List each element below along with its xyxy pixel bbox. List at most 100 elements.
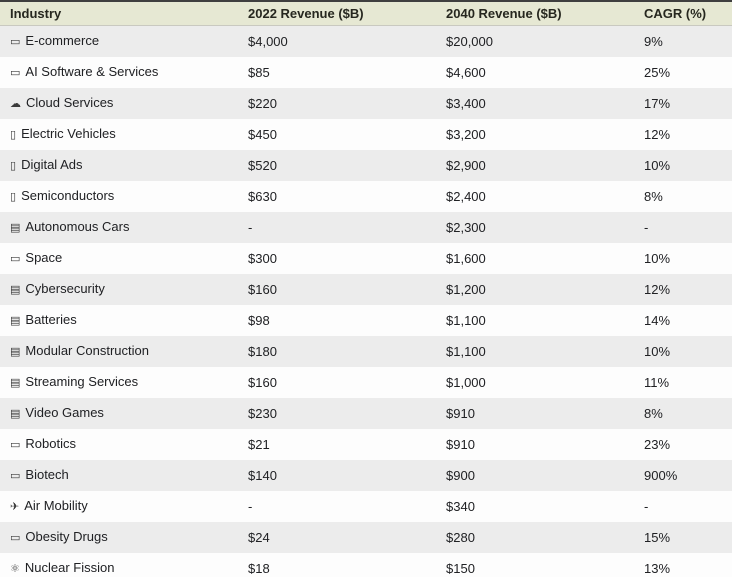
revenue-2022-cell: $21: [248, 436, 270, 452]
table-row: ▭ Obesity Drugs $24 $280 15%: [0, 522, 732, 553]
industry-label: Autonomous Cars: [25, 219, 130, 234]
industry-label: E-commerce: [25, 33, 100, 48]
revenue-2040-cell: $20,000: [446, 33, 493, 49]
industry-cell-content: ▭ Robotics: [10, 434, 162, 455]
revenue-2022-cell: $160: [248, 281, 277, 297]
revenue-2022-cell: $230: [248, 405, 277, 421]
table-row: ▤ Batteries $98 $1,100 14%: [0, 305, 732, 336]
cagr-cell: 13%: [644, 560, 671, 576]
industry-label: Electric Vehicles: [21, 126, 116, 141]
industry-cell: ▤ Video Games: [0, 398, 238, 429]
industry-cell-content: ▤ Modular Construction: [10, 341, 162, 362]
table-header-row: Industry 2022 Revenue ($B) 2040 Revenue …: [0, 1, 732, 26]
industry-cell: ▭ Biotech: [0, 460, 238, 491]
revenue-2040-cell: $2,300: [446, 219, 486, 235]
industry-cell-content: ▭ E-commerce: [10, 31, 162, 52]
missing-glyph-icon: ▯: [10, 190, 17, 203]
industry-cell-content: ▭ Space: [10, 248, 162, 269]
industry-cell: ▤ Cybersecurity: [0, 274, 238, 305]
missing-glyph-icon: ▤: [10, 221, 21, 234]
table-row: ▭ Robotics $21 $910 23%: [0, 429, 732, 460]
table-header: Industry 2022 Revenue ($B) 2040 Revenue …: [0, 1, 732, 26]
industry-cell: ▤ Streaming Services: [0, 367, 238, 398]
column-header-industry: Industry: [0, 1, 238, 26]
revenue-2040-cell: $280: [446, 529, 475, 545]
industry-cell: ▤ Autonomous Cars: [0, 212, 238, 243]
missing-glyph-icon: ▭: [10, 531, 21, 544]
table-row: ✈ Air Mobility - $340 -: [0, 491, 732, 522]
revenue-2040-cell: $2,900: [446, 157, 486, 173]
cloud-icon: ☁: [10, 97, 21, 110]
industry-cell-content: ▯ Semiconductors: [10, 186, 162, 207]
column-header-2022-revenue: 2022 Revenue ($B): [238, 1, 436, 26]
cagr-cell: 23%: [644, 436, 671, 452]
revenue-2040-cell: $1,100: [446, 312, 486, 328]
revenue-2040-cell: $150: [446, 560, 475, 576]
revenue-2022-cell: $630: [248, 188, 277, 204]
industry-label: Obesity Drugs: [25, 529, 108, 544]
industry-cell-content: ☁ Cloud Services: [10, 93, 162, 114]
column-header-cagr: CAGR (%): [634, 1, 732, 26]
industry-cell-content: ▤ Batteries: [10, 310, 162, 331]
industry-label: Biotech: [25, 467, 69, 482]
revenue-2040-cell: $1,000: [446, 374, 486, 390]
industry-label: Modular Construction: [25, 343, 149, 358]
missing-glyph-icon: ▯: [10, 159, 17, 172]
revenue-2022-cell: $140: [248, 467, 277, 483]
revenue-2022-cell: -: [248, 219, 253, 235]
industry-cell: ▤ Modular Construction: [0, 336, 238, 367]
revenue-2022-cell: $24: [248, 529, 270, 545]
revenue-2040-cell: $1,100: [446, 343, 486, 359]
industry-cell: ▭ AI Software & Services: [0, 57, 238, 88]
industry-label: Nuclear Fission: [24, 560, 115, 575]
table-row: ▯ Digital Ads $520 $2,900 10%: [0, 150, 732, 181]
missing-glyph-icon: ▭: [10, 66, 21, 79]
revenue-2040-cell: $1,200: [446, 281, 486, 297]
table-row: ▤ Modular Construction $180 $1,100 10%: [0, 336, 732, 367]
industry-cell: ▭ Robotics: [0, 429, 238, 460]
revenue-2022-cell: $85: [248, 64, 270, 80]
revenue-2022-cell: -: [248, 498, 253, 514]
industry-cell: ▤ Batteries: [0, 305, 238, 336]
revenue-2022-cell: $4,000: [248, 33, 288, 49]
revenue-2022-cell: $450: [248, 126, 277, 142]
table-row: ▤ Video Games $230 $910 8%: [0, 398, 732, 429]
cagr-cell: 17%: [644, 95, 671, 111]
revenue-2040-cell: $2,400: [446, 188, 486, 204]
industry-label: Cloud Services: [26, 95, 114, 110]
industry-label: Digital Ads: [21, 157, 83, 172]
revenue-2022-cell: $220: [248, 95, 277, 111]
table-row: ▯ Semiconductors $630 $2,400 8%: [0, 181, 732, 212]
industry-label: Batteries: [25, 312, 77, 327]
cagr-cell: 8%: [644, 405, 663, 421]
cagr-cell: 9%: [644, 33, 663, 49]
industry-label: Air Mobility: [24, 498, 88, 513]
table-row: ⚛ Nuclear Fission $18 $150 13%: [0, 553, 732, 577]
table-row: ▤ Streaming Services $160 $1,000 11%: [0, 367, 732, 398]
cagr-cell: 10%: [644, 343, 671, 359]
revenue-2040-cell: $340: [446, 498, 475, 514]
cagr-cell: 10%: [644, 157, 671, 173]
atom-icon: ⚛: [10, 562, 20, 575]
revenue-2022-cell: $180: [248, 343, 277, 359]
industry-cell-content: ▤ Cybersecurity: [10, 279, 162, 300]
industry-cell: ▯ Digital Ads: [0, 150, 238, 181]
missing-glyph-icon: ▭: [10, 469, 21, 482]
missing-glyph-icon: ▭: [10, 252, 21, 265]
industry-label: Cybersecurity: [25, 281, 105, 296]
revenue-2022-cell: $520: [248, 157, 277, 173]
revenue-2040-cell: $4,600: [446, 64, 486, 80]
industry-cell: ▯ Semiconductors: [0, 181, 238, 212]
industry-cell: ⚛ Nuclear Fission: [0, 553, 238, 577]
industry-cell-content: ▭ AI Software & Services: [10, 62, 162, 83]
column-header-2040-revenue: 2040 Revenue ($B): [436, 1, 634, 26]
revenue-2040-cell: $910: [446, 405, 475, 421]
industry-label: Semiconductors: [21, 188, 115, 203]
table-body: ▭ E-commerce $4,000 $20,000 9% ▭ AI Softwa…: [0, 25, 732, 577]
table-row: ▭ AI Software & Services $85 $4,600 25%: [0, 57, 732, 88]
missing-glyph-icon: ▤: [10, 345, 21, 358]
industry-cell-content: ▯ Digital Ads: [10, 155, 162, 176]
cagr-cell: 15%: [644, 529, 671, 545]
